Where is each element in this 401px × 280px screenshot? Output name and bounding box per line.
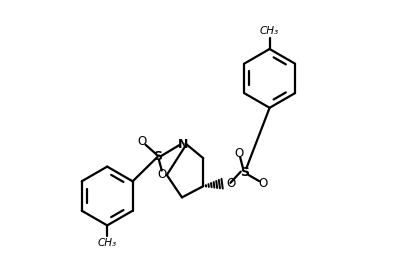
Text: CH₃: CH₃ <box>97 238 116 248</box>
Text: O: O <box>257 178 267 190</box>
Text: O: O <box>226 177 235 190</box>
Text: CH₃: CH₃ <box>259 26 278 36</box>
Text: N: N <box>177 138 188 151</box>
Text: O: O <box>234 147 243 160</box>
Text: O: O <box>137 135 146 148</box>
Text: S: S <box>239 166 248 179</box>
Text: O: O <box>157 168 166 181</box>
Text: S: S <box>153 150 162 163</box>
